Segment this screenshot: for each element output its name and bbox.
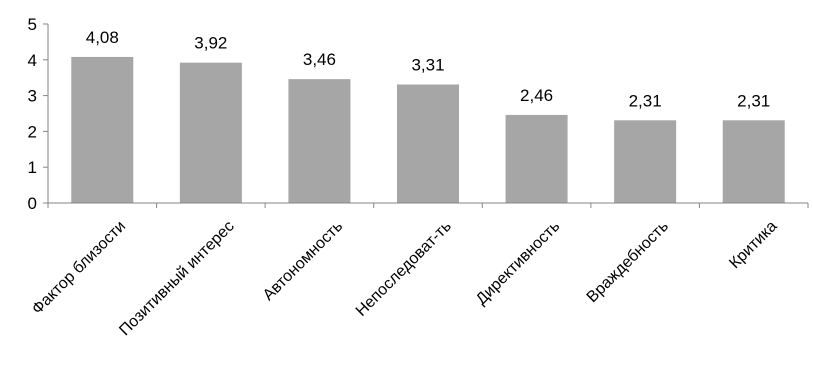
bars: 4,08 3,92 3,46 3,31 2,46 2,31 2,31 <box>71 28 784 203</box>
category-label: Автономность <box>260 218 346 304</box>
data-label: 2,31 <box>629 91 662 110</box>
bar <box>71 57 133 203</box>
bar <box>397 85 459 203</box>
bar <box>614 120 676 203</box>
data-label: 3,31 <box>411 56 444 75</box>
y-tick-label: 4 <box>28 51 37 70</box>
category-label: Позитивный интерес <box>116 218 237 339</box>
category-label: Враждебность <box>584 218 672 306</box>
category-label: Директивность <box>473 218 563 308</box>
y-tick-label: 5 <box>28 15 37 34</box>
y-tick-label: 3 <box>28 87 37 106</box>
x-axis <box>48 203 808 208</box>
category-label: Непоследоват-ть <box>353 218 455 320</box>
data-label: 4,08 <box>86 28 119 47</box>
data-label: 2,31 <box>737 91 770 110</box>
bar <box>180 63 242 203</box>
bar <box>723 120 785 203</box>
y-tick-label: 1 <box>28 158 37 177</box>
data-label: 2,46 <box>520 86 553 105</box>
category-label: Критика <box>726 218 780 272</box>
y-tick-label: 2 <box>28 122 37 141</box>
category-label: Фактор близости <box>29 218 129 318</box>
y-tick-label: 0 <box>28 194 37 213</box>
y-axis: 0 1 2 3 4 5 <box>28 15 48 213</box>
data-label: 3,46 <box>303 50 336 69</box>
bar <box>506 115 568 203</box>
data-label: 3,92 <box>194 34 227 53</box>
bar <box>288 79 350 203</box>
